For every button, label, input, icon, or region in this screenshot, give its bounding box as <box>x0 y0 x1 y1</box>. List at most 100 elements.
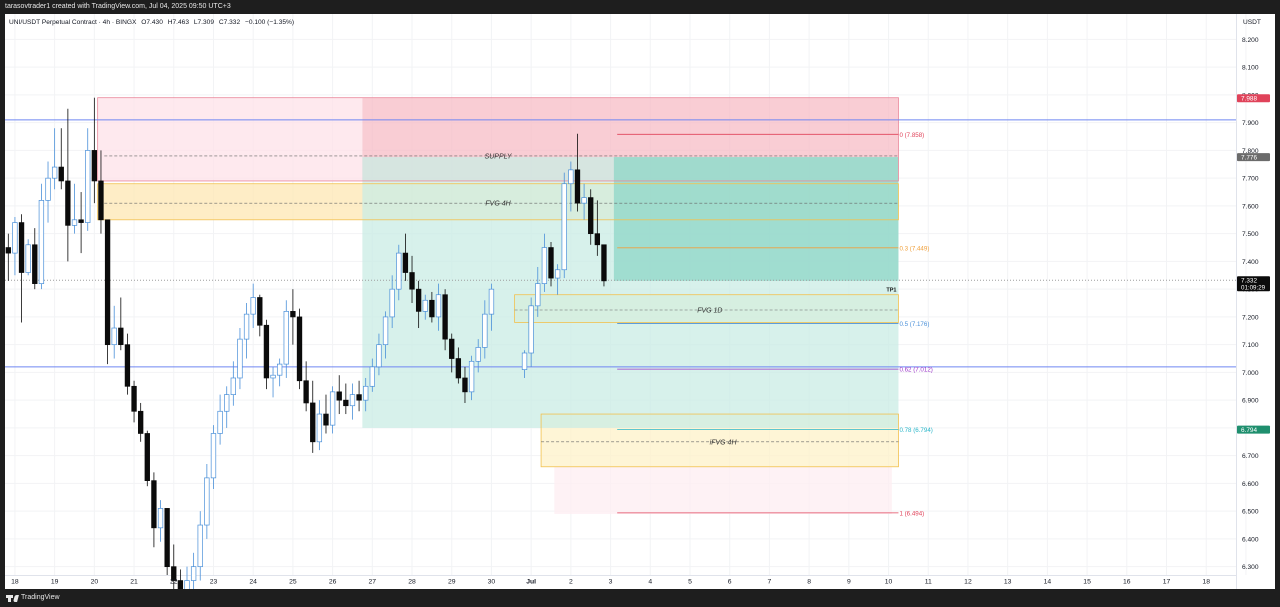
fib-level-label: 0.3 (7.449) <box>899 245 929 252</box>
candle-up <box>12 222 18 254</box>
candle-up <box>468 360 475 393</box>
x-tick-label: 20 <box>91 579 99 586</box>
candle-up <box>224 394 230 412</box>
legend-change: −0.100 (−1.35%) <box>244 19 295 26</box>
y-tick-label: 7.700 <box>1242 176 1259 183</box>
candle-down <box>5 247 11 254</box>
y-tick-label: 7.800 <box>1242 148 1259 155</box>
price-chart[interactable]: 0 (7.858) 0.3 (7.449) 0.5 (7.176) 0.62 (7.0… <box>5 14 1275 589</box>
fib-level-label: 1 (6.494) <box>899 510 924 517</box>
x-tick-label: 9 <box>847 579 851 586</box>
candle-up <box>237 338 243 379</box>
price-tag <box>1237 94 1270 103</box>
x-tick-label: 25 <box>289 579 297 586</box>
candle-down <box>171 566 177 581</box>
candle-down <box>138 410 144 434</box>
ifvg-4h-zone-border <box>540 413 899 468</box>
candle-up <box>85 150 91 223</box>
candle-down <box>32 244 38 284</box>
y-tick-label: 8.200 <box>1242 37 1259 44</box>
y-tick-label: 6.600 <box>1242 481 1259 488</box>
fib-level-label: 0.5 (7.176) <box>899 321 929 328</box>
x-tick-label: 15 <box>1083 579 1091 586</box>
price-tag <box>1237 425 1270 434</box>
candle-up <box>190 566 197 581</box>
brand[interactable]: TradingView <box>6 589 60 607</box>
x-tick-label: 3 <box>609 579 613 586</box>
price-tag-label: 7.332 <box>1241 277 1257 284</box>
y-tick-label: 6.400 <box>1242 536 1259 543</box>
price-tag-countdown: 01:09:29 <box>1241 284 1266 291</box>
caption-bar: tarasovtrader1 created with TradingView.… <box>0 0 1280 14</box>
x-tick-label: 29 <box>448 579 456 586</box>
x-tick-label: 11 <box>925 579 932 586</box>
y-tick-label: 7.500 <box>1242 231 1259 238</box>
candle-down <box>296 316 303 382</box>
candle-up <box>396 252 402 290</box>
x-tick-label: 27 <box>369 579 377 586</box>
x-tick-label: 28 <box>408 579 416 586</box>
candle-up <box>283 311 289 365</box>
tradingview-logo-icon <box>6 594 19 602</box>
candle-down <box>415 288 422 312</box>
candle-down <box>151 480 157 529</box>
x-tick-label: 12 <box>964 579 972 586</box>
candle-down <box>409 272 415 290</box>
candle-down <box>104 219 111 346</box>
candle-down <box>574 169 581 204</box>
price-axis-currency[interactable]: USDT <box>1243 19 1261 26</box>
candle-down <box>588 197 594 235</box>
candle-down <box>65 180 71 226</box>
candle-up <box>488 288 495 315</box>
time-axis-divider <box>5 575 1236 576</box>
candle-up <box>521 352 528 370</box>
x-tick-label: 18 <box>1202 579 1210 586</box>
y-tick-label: 6.500 <box>1242 509 1259 516</box>
candle-up <box>535 283 541 307</box>
candle-down <box>124 344 131 387</box>
fib-level-label: 0 (7.858) <box>899 132 924 139</box>
candle-up <box>210 433 217 479</box>
footer-bar: TradingView <box>0 589 1280 607</box>
candle-up <box>382 316 389 346</box>
candle-up <box>376 344 382 368</box>
candle-down <box>601 244 607 282</box>
supply-zone-left <box>97 97 363 181</box>
x-tick-label: Jul <box>526 579 536 586</box>
price-tag-label: 6.794 <box>1241 427 1257 434</box>
legend-symbol: UNI/USDT Perpetual Contract · 4h · BINGX <box>9 19 137 26</box>
candle-up <box>475 347 481 362</box>
candle-up <box>157 508 164 529</box>
candle-up <box>554 269 561 279</box>
candle-down <box>290 311 296 318</box>
x-tick-label: 5 <box>688 579 692 586</box>
legend-close: C7.332 <box>218 19 241 26</box>
candle-up <box>389 288 395 318</box>
y-tick-label: 8.100 <box>1242 65 1259 72</box>
candle-down <box>164 508 170 568</box>
price-tag-label: 7.776 <box>1241 154 1257 161</box>
candle-down <box>356 394 362 401</box>
price-tag-label: 7.988 <box>1241 95 1257 102</box>
x-tick-label: 22 <box>170 579 178 586</box>
candle-up <box>561 183 567 271</box>
fvg-1d-zone-border <box>514 294 899 323</box>
candle-down <box>462 377 468 393</box>
x-tick-label: 24 <box>249 579 257 586</box>
candle-up <box>217 410 223 434</box>
x-tick-label: 14 <box>1044 579 1052 586</box>
y-tick-label: 6.700 <box>1242 453 1259 460</box>
candle-up <box>184 580 190 589</box>
candle-up <box>435 294 442 318</box>
candle-up <box>243 313 250 340</box>
candle-down <box>429 299 435 318</box>
candle-down <box>118 327 124 346</box>
x-tick-label: 16 <box>1123 579 1131 586</box>
position-target <box>613 157 899 281</box>
tp-label: TP1 <box>886 287 896 293</box>
y-tick-label: 7.000 <box>1242 370 1259 377</box>
y-tick-label: 7.200 <box>1242 314 1259 321</box>
x-tick-label: 17 <box>1163 579 1171 586</box>
zone-label: FVG 4H <box>485 201 511 208</box>
candle-up <box>38 200 45 284</box>
